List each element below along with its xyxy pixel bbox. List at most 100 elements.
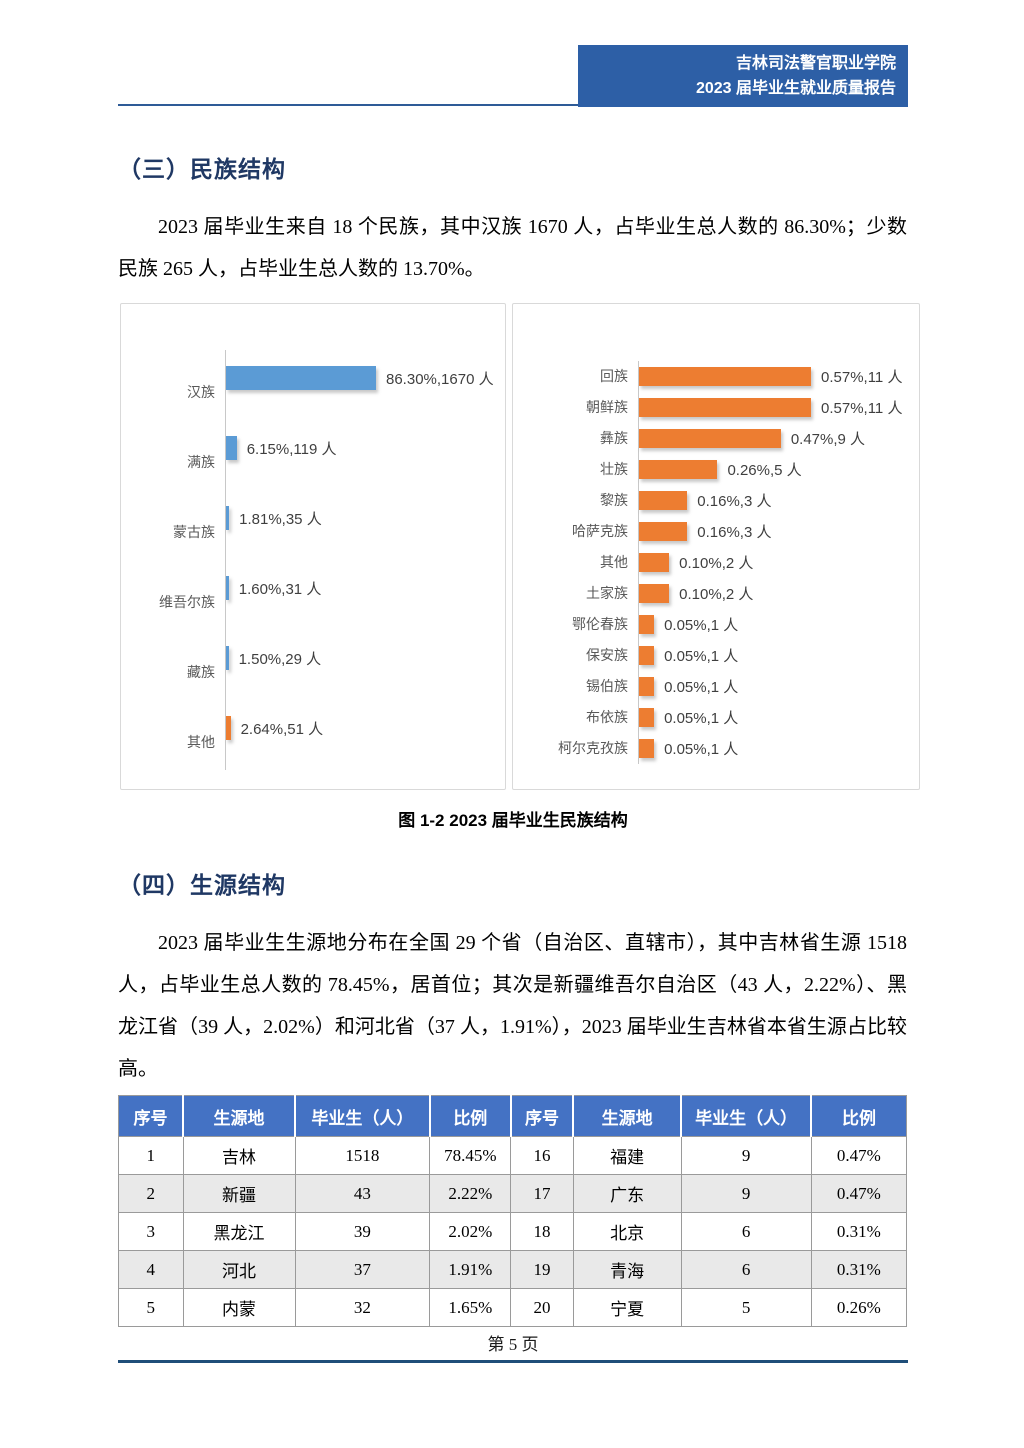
category-label: 哈萨克族: [572, 522, 628, 539]
table-cell: 32: [294, 1288, 431, 1327]
table-header-row: 序号 生源地 毕业生（人） 比例 序号 生源地 毕业生（人） 比例: [118, 1095, 907, 1137]
category-label: 其他: [600, 553, 628, 570]
bar: [639, 367, 811, 386]
table-cell: 37: [294, 1250, 431, 1289]
data-label: 0.05%,1 人: [664, 648, 739, 665]
student-origin-table: 序号 生源地 毕业生（人） 比例 序号 生源地 毕业生（人） 比例 1 吉林 1518 78.45%…: [118, 1095, 908, 1327]
chart-row: 保安族 0.05%,1 人: [513, 640, 919, 671]
bar: [639, 398, 811, 417]
plot-area: 0.10%,2 人: [638, 578, 919, 609]
plot-area: 1.81%,35 人: [225, 490, 505, 560]
data-label: 1.81%,35 人: [239, 510, 322, 528]
plot-area: 0.16%,3 人: [638, 516, 919, 547]
bar: [226, 646, 229, 670]
table-row: 3 黑龙江 39 2.02% 18 北京 6 0.31%: [118, 1212, 908, 1251]
category-label: 柯尔克孜族: [558, 739, 628, 756]
category-label: 汉族: [187, 384, 215, 401]
bar: [639, 491, 688, 510]
chart-row: 锡伯族 0.05%,1 人: [513, 671, 919, 702]
figure-caption: 图 1-2 2023 届毕业生民族结构: [398, 811, 628, 830]
footer-rule: [118, 1360, 908, 1363]
bar: [639, 584, 670, 603]
chart-row: 朝鲜族 0.57%,11 人: [513, 392, 919, 423]
category-label: 土家族: [586, 584, 628, 601]
plot-area: 0.26%,5 人: [638, 454, 919, 485]
table-cell: 5: [118, 1288, 184, 1327]
paragraph-student-origin: 2023 届毕业生生源地分布在全国 29 个省（自治区、直辖市），其中吉林省生源…: [118, 932, 907, 1080]
table-cell: 内蒙: [182, 1288, 296, 1327]
bar: [226, 366, 376, 390]
header-org-name: 吉林司法警官职业学院: [735, 55, 896, 72]
chart-row: 壮族 0.26%,5 人: [513, 454, 919, 485]
table-cell: 2: [118, 1174, 184, 1213]
table-cell: 1.91%: [429, 1250, 512, 1289]
bar: [639, 522, 688, 541]
data-label: 2.64%,51 人: [240, 720, 324, 738]
data-label: 6.15%,119 人: [246, 440, 337, 458]
plot-area: 0.57%,11 人: [638, 361, 919, 392]
chart-row: 藏族 1.50%,29 人: [121, 630, 505, 700]
table-header-cell: 毕业生（人）: [680, 1095, 812, 1137]
table-header-cell: 比例: [810, 1095, 907, 1137]
table-cell: 1: [118, 1136, 184, 1175]
table-cell: 0.47%: [810, 1136, 908, 1175]
table-cell: 宁夏: [572, 1288, 682, 1327]
table-cell: 9: [680, 1174, 812, 1213]
category-label: 朝鲜族: [586, 398, 628, 415]
table-cell: 43: [294, 1174, 431, 1213]
table-cell: 吉林: [182, 1136, 296, 1175]
data-label: 0.05%,1 人: [664, 617, 739, 634]
plot-area: 1.50%,29 人: [225, 630, 505, 700]
chart-row: 布依族 0.05%,1 人: [513, 702, 919, 733]
table-row: 5 内蒙 32 1.65% 20 宁夏 5 0.26%: [118, 1288, 908, 1327]
category-label: 维吾尔族: [159, 594, 215, 611]
bar: [226, 716, 231, 740]
chart-row: 蒙古族 1.81%,35 人: [121, 490, 505, 560]
table-row: 1 吉林 1518 78.45% 16 福建 9 0.47%: [118, 1136, 908, 1175]
chart-row: 维吾尔族 1.60%,31 人: [121, 560, 505, 630]
data-label: 0.16%,3 人: [697, 524, 772, 541]
table-cell: 0.31%: [810, 1212, 908, 1251]
category-label: 彝族: [600, 429, 628, 446]
data-label: 1.60%,31 人: [238, 580, 322, 598]
data-label: 0.05%,1 人: [664, 679, 739, 696]
category-label: 满族: [187, 454, 215, 471]
table-row: 2 新疆 43 2.22% 17 广东 9 0.47%: [118, 1174, 908, 1213]
category-label: 其他: [187, 734, 215, 751]
bar: [639, 677, 655, 696]
bar: [639, 460, 718, 479]
paragraph-ethnic-structure: 2023 届毕业生来自 18 个民族，其中汉族 1670 人，占毕业生总人数的 …: [118, 216, 907, 280]
category-label: 锡伯族: [586, 677, 628, 694]
bar: [639, 615, 655, 634]
bar: [639, 646, 655, 665]
category-label: 布依族: [586, 708, 628, 725]
plot-area: 2.64%,51 人: [225, 700, 505, 770]
table-cell: 0.26%: [810, 1288, 908, 1327]
bar: [226, 576, 229, 600]
data-label: 0.16%,3 人: [697, 493, 772, 510]
plot-area: 0.16%,3 人: [638, 485, 919, 516]
table-body: 1 吉林 1518 78.45% 16 福建 9 0.47% 2 新疆 43 2.22% 17 广东 9 0.…: [118, 1136, 908, 1327]
table-row: 4 河北 37 1.91% 19 青海 6 0.31%: [118, 1250, 908, 1289]
bar: [226, 436, 237, 460]
table-cell: 北京: [572, 1212, 682, 1251]
header-rule: [118, 104, 908, 106]
plot-area: 0.05%,1 人: [638, 702, 919, 733]
bar-chart-major-ethnic-groups: 汉族 86.30%,1670 人满族 6.15%,119 人蒙古族 1.81%,35 …: [120, 303, 506, 790]
category-label: 壮族: [600, 460, 628, 477]
table-cell: 6: [680, 1212, 812, 1251]
plot-area: 86.30%,1670 人: [225, 350, 505, 420]
figure-ethnic-structure: 汉族 86.30%,1670 人满族 6.15%,119 人蒙古族 1.81%,35 …: [120, 303, 920, 790]
table-cell: 17: [510, 1174, 574, 1213]
plot-area: 0.05%,1 人: [638, 671, 919, 702]
data-label: 1.50%,29 人: [238, 650, 322, 668]
plot-area: 0.57%,11 人: [638, 392, 919, 423]
table-row: 序号 生源地 毕业生（人） 比例 序号 生源地 毕业生（人） 比例: [118, 1095, 907, 1137]
category-label: 蒙古族: [173, 524, 215, 541]
table-cell: 1518: [294, 1136, 431, 1175]
category-label: 回族: [600, 367, 628, 384]
table-cell: 青海: [572, 1250, 682, 1289]
chart-row: 哈萨克族 0.16%,3 人: [513, 516, 919, 547]
chart-row: 柯尔克孜族 0.05%,1 人: [513, 733, 919, 764]
bar: [639, 739, 655, 758]
